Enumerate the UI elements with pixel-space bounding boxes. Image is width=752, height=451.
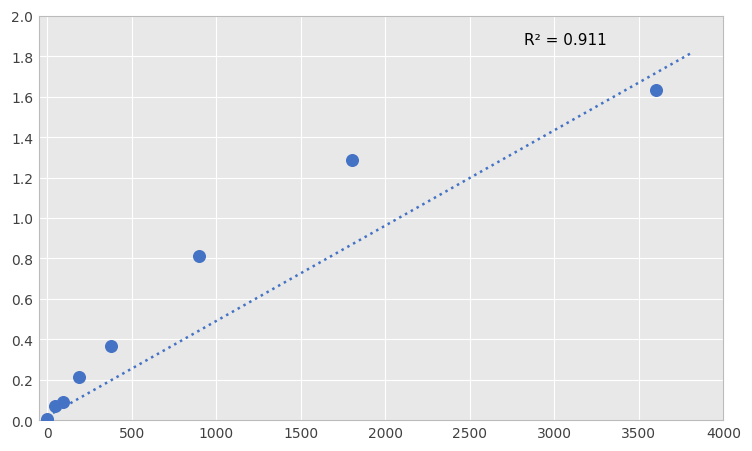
Point xyxy=(650,87,662,95)
Point xyxy=(57,398,69,405)
Point xyxy=(193,253,205,261)
Point xyxy=(49,402,61,410)
Point xyxy=(105,342,117,350)
Point xyxy=(73,373,85,381)
Point xyxy=(41,416,53,423)
Point xyxy=(345,157,357,165)
Text: R² = 0.911: R² = 0.911 xyxy=(524,33,607,48)
